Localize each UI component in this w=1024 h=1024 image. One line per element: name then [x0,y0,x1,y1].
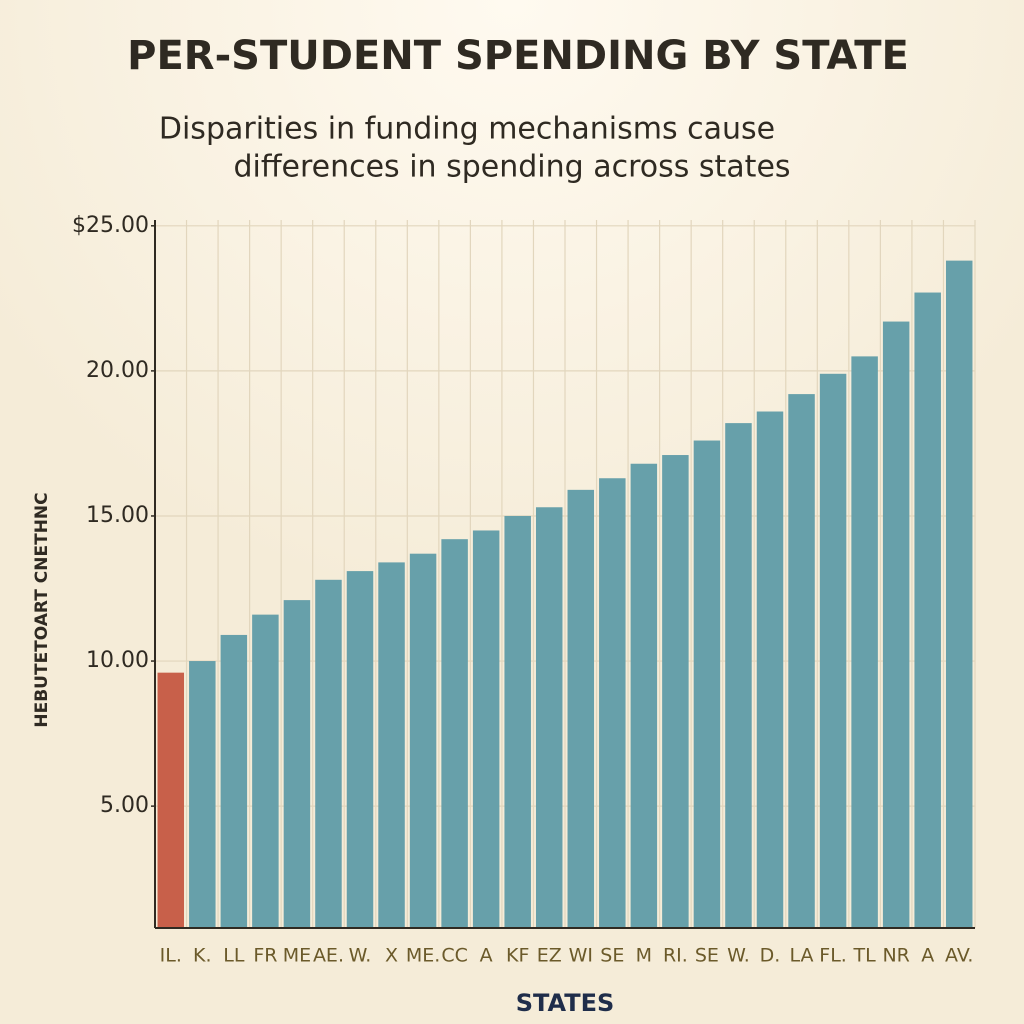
x-tick-label: CC [441,945,468,967]
bar [693,440,721,928]
bar [756,411,784,929]
x-tick-label: TL [853,945,877,967]
y-tick-label: 20.00 [86,358,149,383]
bar [945,260,973,929]
x-tick-label: SE [600,945,624,967]
bar [504,515,531,928]
y-tick-label: $25.00 [72,213,149,238]
x-tick-label: IL. [160,945,182,967]
bar [283,600,311,928]
bar [788,394,815,928]
x-axis-label: STATES [516,989,615,1017]
x-tick-label: LA [790,945,814,967]
bar [567,489,595,928]
bar [819,373,847,929]
x-tick-label: D. [760,945,781,967]
chart-subtitle: Disparities in funding mechanisms cause [159,112,775,147]
bar [662,455,689,928]
x-tick-label: WI [569,945,593,967]
y-tick-label: 15.00 [86,503,149,528]
y-tick-label: 5.00 [100,793,149,818]
x-tick-label: RI. [663,945,688,967]
bar [346,571,374,928]
x-tick-label: FR [253,945,277,967]
bar [851,356,878,928]
bar [157,672,185,928]
bar [441,539,468,928]
x-tick-label: AV. [945,945,973,967]
bar [252,614,279,928]
chart-title: PER-STUDENT SPENDING BY STATE [127,33,909,79]
x-tick-label: AE. [313,945,344,967]
bar [378,562,405,928]
bar [630,463,658,928]
y-tick-label: 10.00 [86,648,149,673]
x-tick-label: EZ [537,945,562,967]
x-tick-label: W. [727,945,750,967]
bar [599,478,626,928]
bar [725,423,752,928]
bar [472,530,500,928]
x-tick-label: K. [193,945,212,967]
bar [535,507,563,928]
x-tick-label: ME [283,945,311,967]
x-tick-label: M [636,945,652,967]
x-tick-label: ME. [406,945,440,967]
x-tick-label: NR [882,945,909,967]
bar [189,661,216,928]
x-tick-label: A [480,945,493,967]
x-tick-label: X [385,945,398,967]
x-tick-label: KF [506,945,529,967]
y-axis-label: HEBUTETOART CNETHNC [32,492,52,727]
x-tick-label: W. [349,945,372,967]
x-tick-label: SE [695,945,719,967]
bar [220,634,248,928]
bar [914,292,941,928]
bar [409,553,437,928]
bar [315,579,342,928]
x-tick-label: FL. [819,945,847,967]
x-tick-label: A [921,945,934,967]
x-tick-label: LL [223,945,245,967]
bar [882,321,910,928]
chart-subtitle: differences in spending across states [233,150,790,185]
